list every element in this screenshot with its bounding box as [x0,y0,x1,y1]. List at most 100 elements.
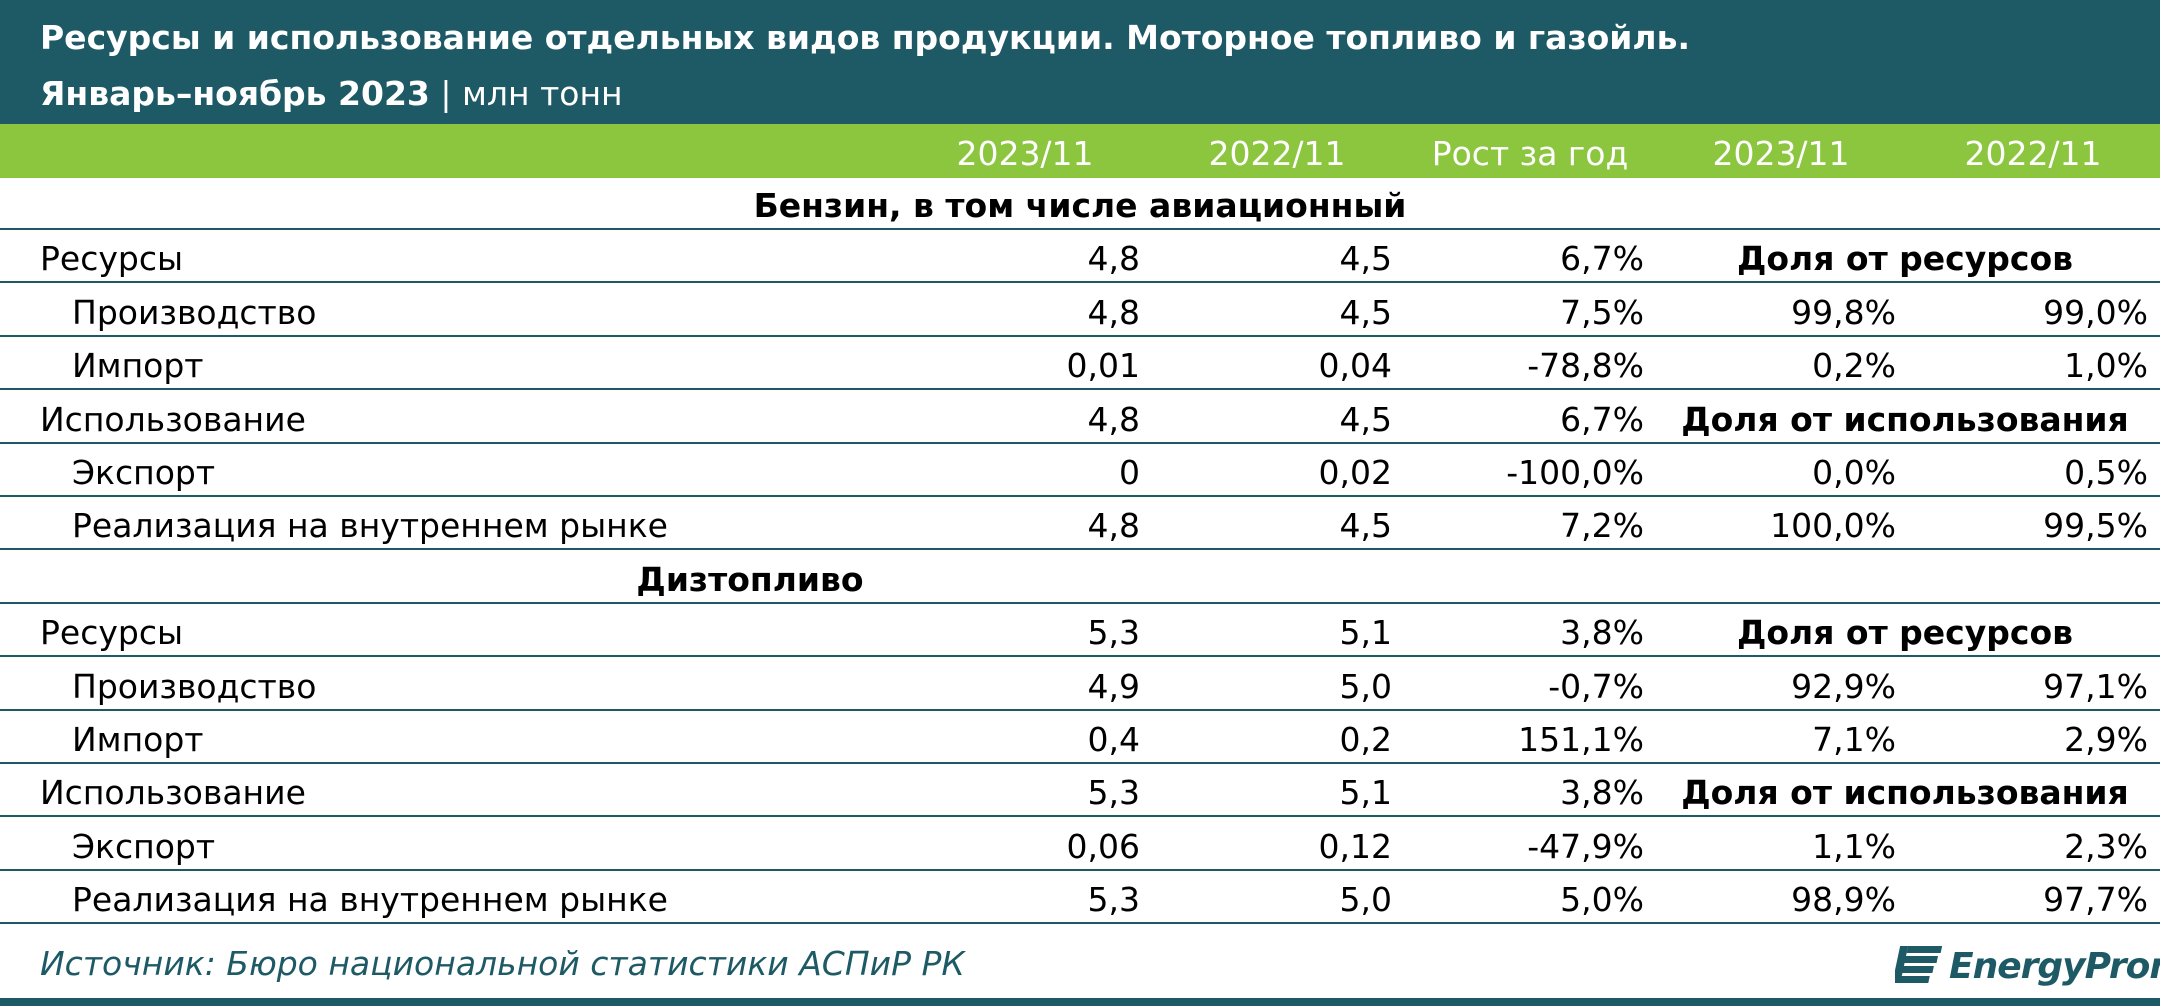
value-2022: 4,5 [1339,399,1392,439]
value-2023: 5,3 [1087,880,1140,920]
share-2022: 99,0% [2043,292,2148,332]
column-header-growth: Рост за год [1431,134,1629,173]
title-banner: Ресурсы и использование отдельных видов … [0,0,2160,124]
page-title: Ресурсы и использование отдельных видов … [40,18,1690,57]
growth-value: -47,9% [1527,826,1644,866]
value-2022: 4,5 [1339,292,1392,332]
bottom-border [0,998,2160,1006]
row-label: Использование [40,773,306,813]
value-2023: 4,8 [1087,239,1140,279]
logo-text: EnergyProm [1949,946,2160,987]
energyprom-logo: EnergyProm [1895,938,2160,994]
growth-value: -0,7% [1548,666,1644,706]
page-subtitle: Январь–ноябрь 2023 | млн тонн [40,74,623,113]
share-header: Доля от использования [1681,773,2129,813]
table-row: Реализация на внутреннем рынке 4,8 4,5 7,2%… [0,498,2160,551]
column-header-share-2023: 2023/11 [1712,134,1850,173]
row-label: Использование [40,399,306,439]
share-2023: 100,0% [1770,506,1896,546]
share-2023: 92,9% [1791,666,1896,706]
share-2022: 2,9% [2064,720,2148,759]
row-label: Экспорт [72,453,216,492]
source-note: Источник: Бюро национальной статистики А… [40,944,965,983]
share-header: Доля от ресурсов [1736,239,2073,279]
table-row: Производство 4,9 5,0 -0,7% 92,9% 97,1% [0,659,2160,711]
growth-value: 151,1% [1518,720,1644,759]
growth-value: 3,8% [1560,773,1644,813]
row-label: Производство [72,666,317,706]
share-2022: 1,0% [2064,346,2148,386]
growth-value: -100,0% [1506,453,1644,492]
growth-value: 7,2% [1560,506,1644,546]
value-2023: 0,06 [1066,826,1140,866]
value-2023: 4,9 [1087,666,1140,706]
subtitle-separator: | [440,74,452,113]
table-row: Импорт 0,01 0,04 -78,8% 0,2% 1,0% [0,338,2160,391]
value-2022: 4,5 [1339,239,1392,279]
share-2022: 0,5% [2064,453,2148,492]
share-2023: 1,1% [1812,826,1896,866]
growth-value: 5,0% [1560,880,1644,920]
share-2023: 0,2% [1812,346,1896,386]
value-2022: 5,0 [1339,666,1392,706]
column-header-2023: 2023/11 [956,134,1094,173]
row-label: Импорт [72,346,204,386]
table-row: Ресурсы 5,3 5,1 3,8% Доля от ресурсов [0,605,2160,658]
period-label: Январь–ноябрь 2023 [40,74,430,113]
column-header-2022: 2022/11 [1208,134,1346,173]
value-2023: 5,3 [1087,773,1140,813]
table-row: Экспорт 0 0,02 -100,0% 0,0% 0,5% [0,445,2160,497]
section-header-row: Дизтопливо [0,552,2160,604]
share-2022: 99,5% [2043,506,2148,546]
column-header-bar [0,124,2160,178]
table-row: Использование 5,3 5,1 3,8% Доля от использов… [0,765,2160,818]
growth-value: 3,8% [1560,613,1644,653]
value-2022: 5,0 [1339,880,1392,920]
table-row: Импорт 0,4 0,2 151,1% 7,1% 2,9% [0,712,2160,764]
row-label: Реализация на внутреннем рынке [72,880,668,920]
share-2023: 0,0% [1812,453,1896,492]
share-2023: 98,9% [1791,880,1896,920]
value-2022: 0,12 [1318,826,1392,866]
value-2022: 0,02 [1318,453,1392,492]
share-header: Доля от использования [1681,399,2129,439]
table-row: Экспорт 0,06 0,12 -47,9% 1,1% 2,3% [0,819,2160,871]
row-label: Реализация на внутреннем рынке [72,506,668,546]
growth-value: 6,7% [1560,399,1644,439]
value-2023: 0,4 [1087,720,1140,759]
growth-value: 6,7% [1560,239,1644,279]
share-2022: 2,3% [2064,826,2148,866]
growth-value: -78,8% [1527,346,1644,386]
row-label: Производство [72,292,317,332]
share-2022: 97,1% [2043,666,2148,706]
unit-label: млн тонн [462,74,623,113]
table-row: Ресурсы 4,8 4,5 6,7% Доля от ресурсов [0,231,2160,284]
table-row: Производство 4,8 4,5 7,5% 99,8% 99,0% [0,285,2160,337]
value-2022: 0,04 [1318,346,1392,386]
row-label: Импорт [72,720,204,759]
section-title: Дизтопливо [636,559,864,599]
value-2022: 5,1 [1339,773,1392,813]
value-2023: 4,8 [1087,399,1140,439]
share-header: Доля от ресурсов [1736,613,2073,653]
growth-value: 7,5% [1560,292,1644,332]
row-label: Ресурсы [40,613,184,653]
share-2023: 99,8% [1791,292,1896,332]
value-2023: 4,8 [1087,292,1140,332]
row-label: Экспорт [72,826,216,866]
value-2023: 0 [1119,453,1140,492]
value-2023: 0,01 [1066,346,1140,386]
value-2022: 5,1 [1339,613,1392,653]
row-label: Ресурсы [40,239,184,279]
value-2022: 4,5 [1339,506,1392,546]
table-row: Реализация на внутреннем рынке 5,3 5,0 5,0%… [0,872,2160,925]
table-row: Использование 4,8 4,5 6,7% Доля от использов… [0,392,2160,444]
value-2023: 5,3 [1087,613,1140,653]
value-2022: 0,2 [1339,720,1392,759]
share-2023: 7,1% [1812,720,1896,759]
section-header-row: Бензин, в том числе авиационный [0,178,2160,230]
value-2023: 4,8 [1087,506,1140,546]
column-header-share-2022: 2022/11 [1964,134,2102,173]
logo-mark-icon [1895,946,1943,983]
share-2022: 97,7% [2043,880,2148,920]
